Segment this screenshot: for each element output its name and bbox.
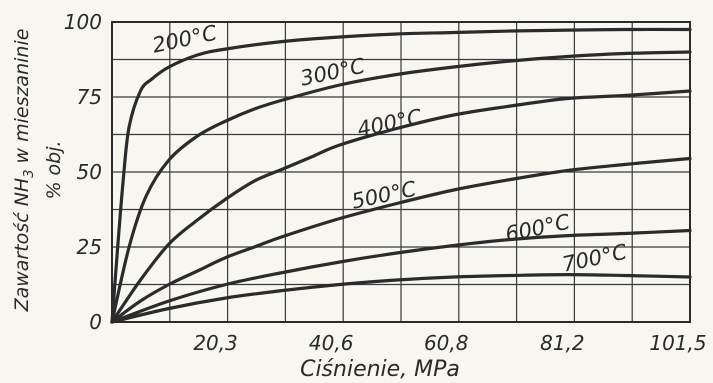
- series-label-700c: 700°C: [560, 240, 629, 277]
- x-tick-label: 40,6: [309, 331, 354, 355]
- series-line-400c: [110, 89, 692, 324]
- series-line-600c: [110, 228, 692, 324]
- y-tick-label: 100: [64, 10, 102, 34]
- y-tick-label: 50: [77, 160, 102, 184]
- grid-lines: [112, 22, 690, 322]
- x-tick-labels: 20,3 40,6 60,8 81,2 101,5: [193, 331, 706, 355]
- y-tick-label: 75: [77, 85, 102, 109]
- series-line-500c: [110, 156, 692, 324]
- series-line-200c: [110, 27, 692, 324]
- y-axis-label-subscript: 3: [22, 170, 37, 178]
- x-tick-label: 20,3: [193, 331, 238, 355]
- series-label-600c: 600°C: [503, 210, 572, 247]
- x-tick-label: 81,2: [540, 331, 585, 355]
- y-tick-label: 0: [89, 310, 102, 334]
- series-line-300c: [110, 50, 692, 324]
- y-axis-label-suffix: w mieszaninie: [11, 29, 33, 170]
- series-line-700c: [110, 273, 692, 324]
- y-tick-label: 25: [77, 235, 102, 259]
- y-axis-label-line2: % obj.: [43, 140, 65, 199]
- svg-text:Zawartość NH3 w mieszaninie: Zawartość NH3 w mieszaninie: [11, 29, 37, 313]
- y-axis-label-prefix: Zawartość NH: [11, 178, 33, 313]
- x-axis-label: Ciśnienie, MPa: [300, 357, 460, 382]
- y-axis-label-line2-group: % obj.: [43, 140, 65, 199]
- x-tick-label: 101,5: [649, 331, 706, 355]
- y-axis-label: Zawartość NH3 w mieszaninie: [11, 29, 37, 313]
- y-tick-labels: 0 25 50 75 100: [64, 10, 102, 334]
- plot-frame: [111, 21, 691, 323]
- series-label-400c: 400°C: [355, 105, 424, 142]
- x-tick-label: 60,8: [424, 331, 469, 355]
- series-curves: [110, 27, 692, 324]
